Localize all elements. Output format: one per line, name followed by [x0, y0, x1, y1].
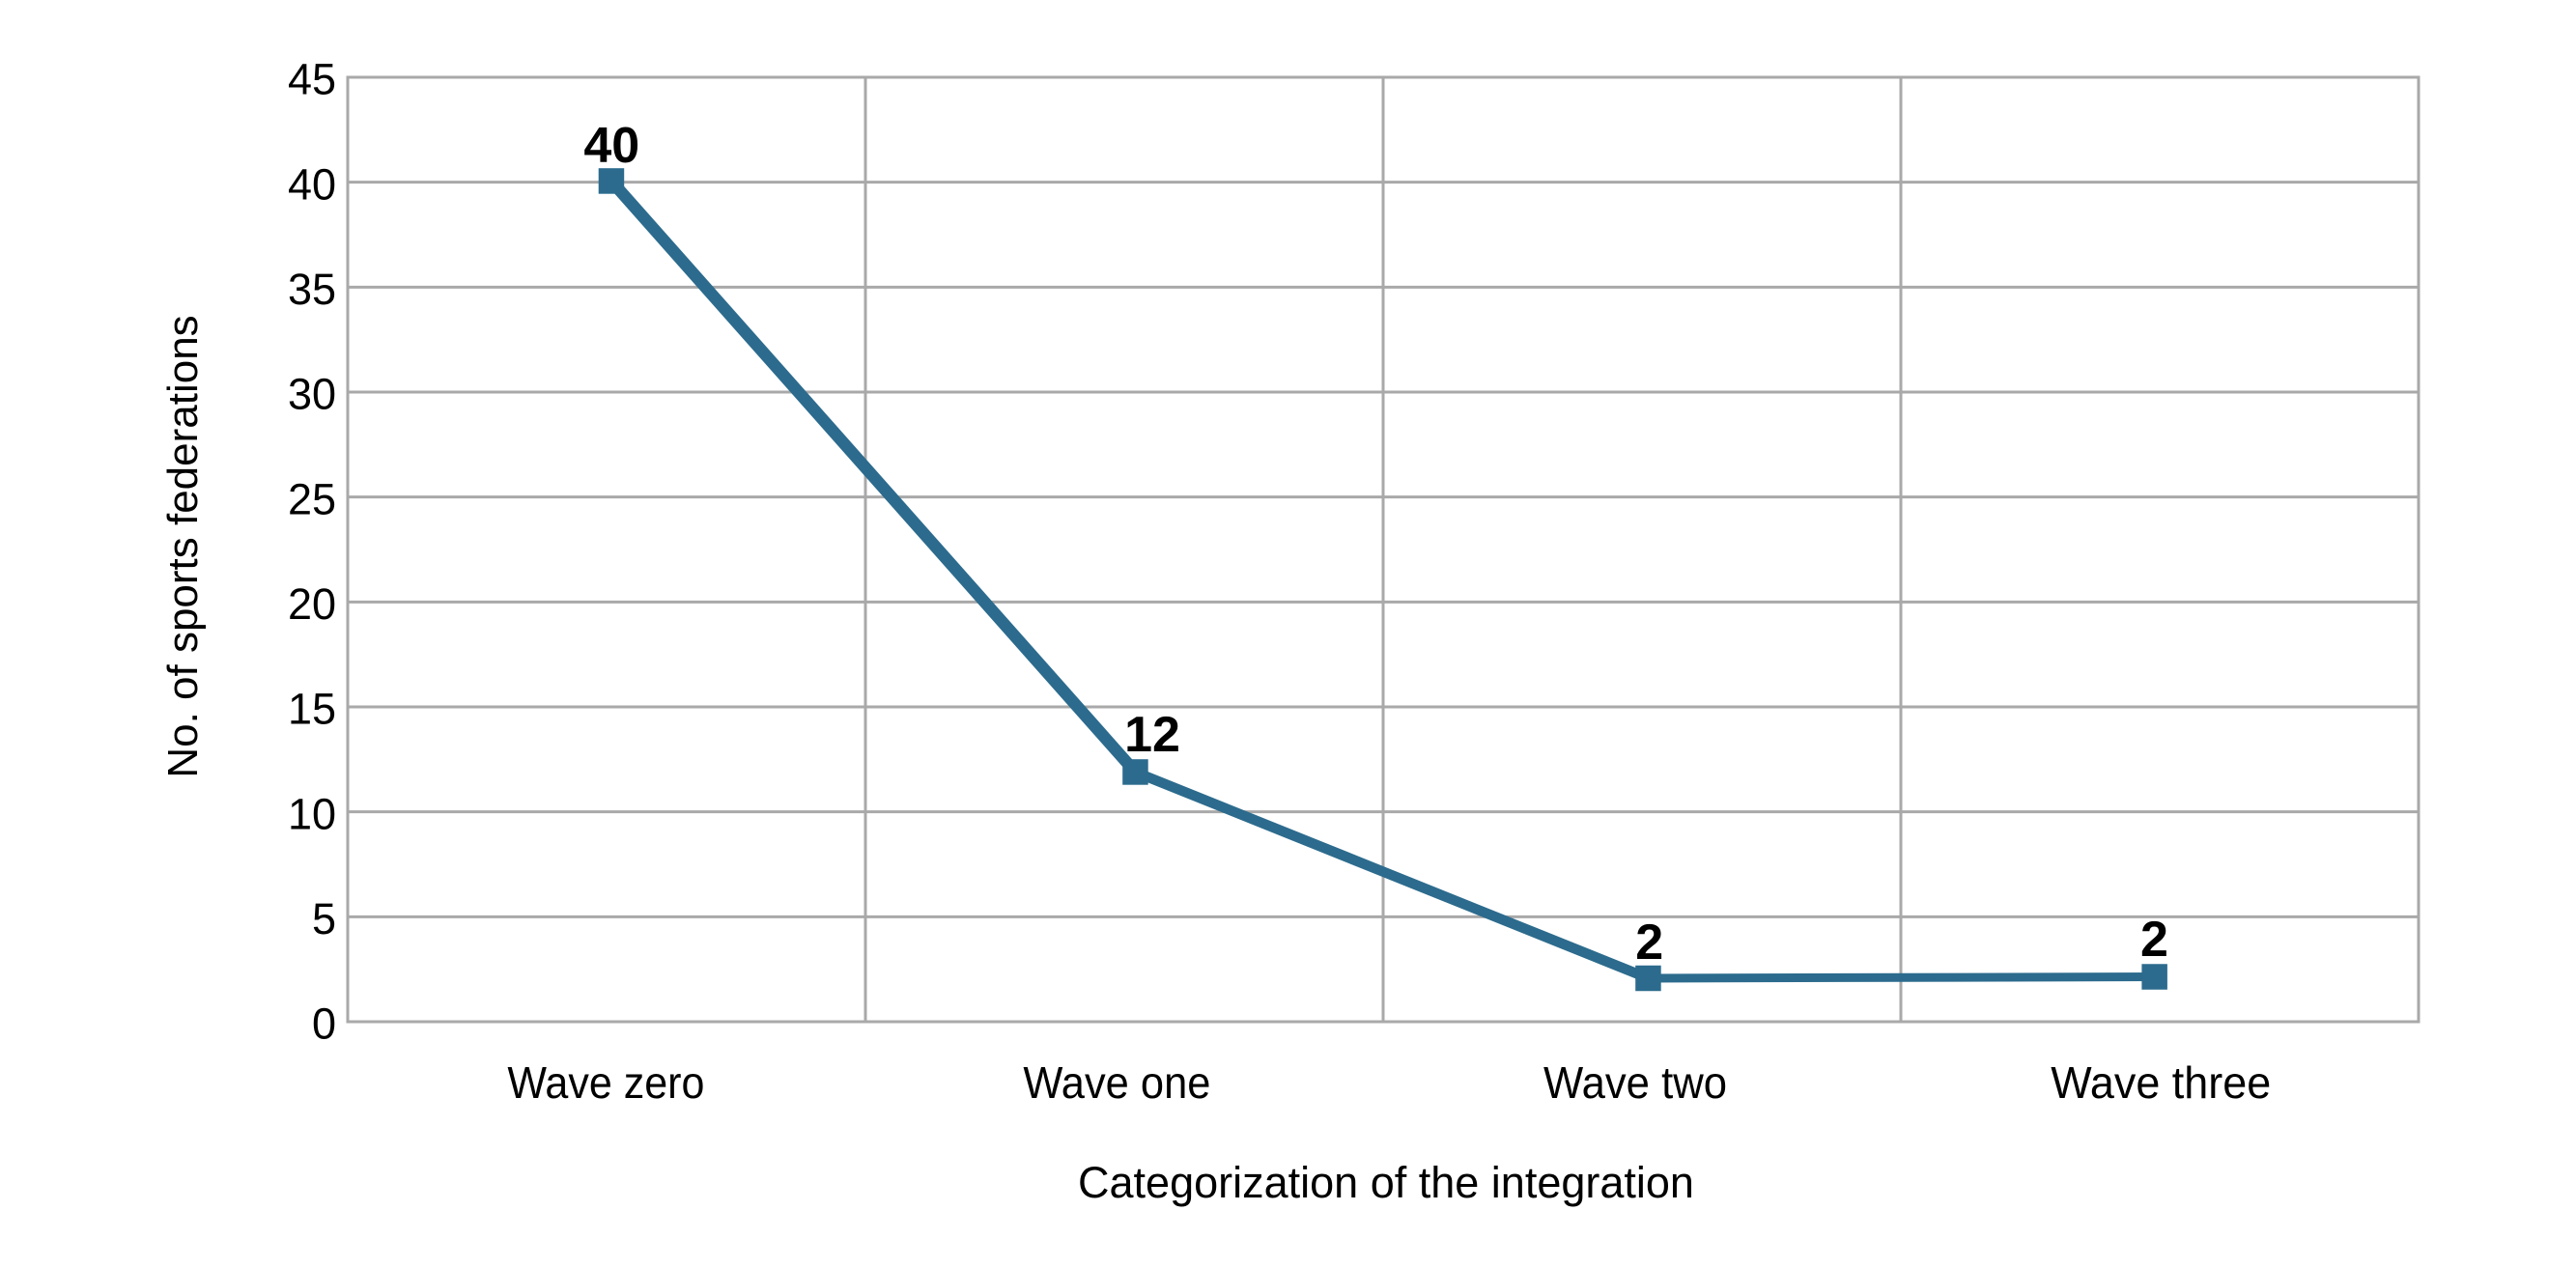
svg-text:2: 2: [1635, 915, 1663, 971]
svg-text:0: 0: [312, 1000, 336, 1049]
svg-text:Wave two: Wave two: [1543, 1057, 1727, 1108]
svg-text:30: 30: [288, 370, 336, 419]
svg-text:40: 40: [288, 159, 336, 209]
svg-text:35: 35: [288, 265, 336, 314]
svg-text:Wave zero: Wave zero: [507, 1057, 704, 1108]
svg-text:12: 12: [1124, 707, 1180, 763]
svg-text:Wave one: Wave one: [1023, 1057, 1210, 1108]
svg-text:Categorization of the integrat: Categorization of the integration: [1078, 1158, 1694, 1207]
svg-text:Wave three: Wave three: [2051, 1057, 2271, 1108]
svg-text:10: 10: [288, 789, 336, 838]
svg-text:15: 15: [288, 685, 336, 734]
svg-text:45: 45: [288, 55, 336, 104]
svg-text:No. of sports federations: No. of sports federations: [159, 315, 207, 777]
svg-text:2: 2: [2140, 912, 2168, 968]
svg-text:20: 20: [288, 579, 336, 629]
svg-text:5: 5: [312, 894, 336, 943]
svg-text:25: 25: [288, 474, 336, 523]
svg-text:40: 40: [583, 118, 639, 174]
